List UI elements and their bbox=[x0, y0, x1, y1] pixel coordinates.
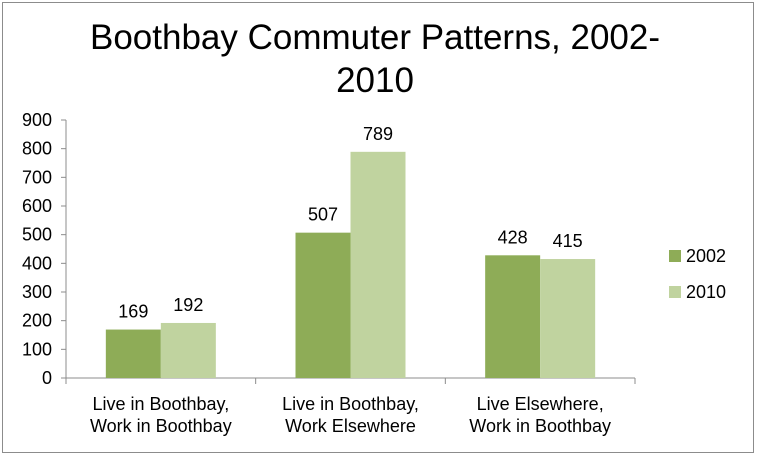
x-category-label-line: Work Elsewhere bbox=[285, 416, 416, 436]
x-category-label: Live in Boothbay, Work in Boothbay bbox=[90, 394, 232, 436]
data-label-2010-2: 789 bbox=[363, 124, 393, 144]
x-category-label-line: Live Elsewhere, bbox=[477, 394, 604, 414]
data-label-2002-3: 428 bbox=[498, 227, 528, 247]
y-tick-label: 500 bbox=[22, 225, 52, 245]
bars bbox=[105, 151, 596, 378]
data-label-2002-1: 169 bbox=[118, 302, 148, 322]
y-tick-label: 0 bbox=[42, 368, 52, 388]
x-category-label-line: Live in Boothbay, bbox=[282, 394, 419, 414]
y-tick-label: 100 bbox=[22, 339, 52, 359]
y-tick-label: 800 bbox=[22, 139, 52, 159]
y-tick-label: 600 bbox=[22, 196, 52, 216]
bar-2010-2 bbox=[350, 151, 406, 378]
x-category-label-line: Work in Boothbay bbox=[469, 416, 611, 436]
legend-swatch-2010 bbox=[669, 286, 681, 298]
bar-2002-3 bbox=[485, 255, 541, 378]
chart-title: Boothbay Commuter Patterns, 2002- 2010 bbox=[90, 16, 660, 102]
legend-swatch-2002 bbox=[669, 250, 681, 262]
y-tick-label: 900 bbox=[22, 110, 52, 130]
y-tick-label: 700 bbox=[22, 167, 52, 187]
x-category-label-line: Live in Boothbay, bbox=[92, 394, 229, 414]
x-category-label: Live Elsewhere, Work in Boothbay bbox=[469, 394, 611, 436]
chart-title-line-1: Boothbay Commuter Patterns, 2002- bbox=[90, 18, 661, 57]
data-label-2010-3: 415 bbox=[553, 231, 583, 251]
y-tick-label: 400 bbox=[22, 253, 52, 273]
bar-2002-2 bbox=[295, 232, 351, 378]
legend-label-2002: 2002 bbox=[686, 246, 726, 266]
data-labels: 169 192 507 789 428 415 bbox=[118, 124, 582, 322]
axes: 0 100 200 300 400 500 600 700 800 900 Live in Boot… bbox=[22, 110, 636, 436]
legend-label-2010: 2010 bbox=[686, 282, 726, 302]
x-category-label: Live in Boothbay, Work Elsewhere bbox=[282, 394, 419, 436]
bar-2010-3 bbox=[540, 259, 596, 378]
legend: 2002 2010 bbox=[669, 246, 726, 302]
y-tick-label: 200 bbox=[22, 311, 52, 331]
bar-2002-1 bbox=[105, 329, 161, 378]
x-category-label-line: Work in Boothbay bbox=[90, 416, 232, 436]
y-tick-label: 300 bbox=[22, 282, 52, 302]
bar-2010-1 bbox=[160, 322, 216, 378]
data-label-2010-1: 192 bbox=[173, 295, 203, 315]
data-label-2002-2: 507 bbox=[308, 205, 338, 225]
chart-title-line-2: 2010 bbox=[336, 61, 414, 100]
